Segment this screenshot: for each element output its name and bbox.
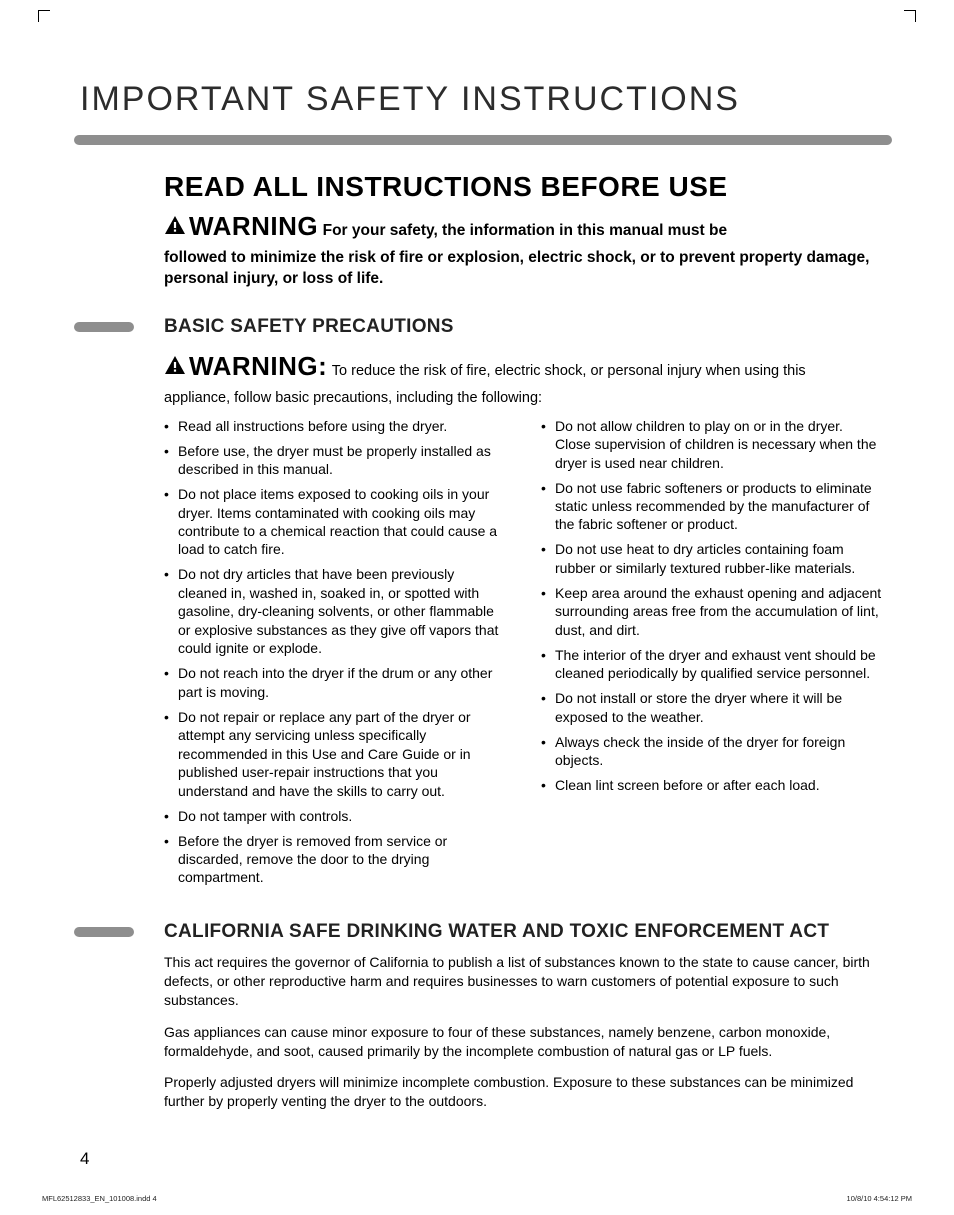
crop-mark-tl [38, 10, 50, 22]
ca-paragraph: This act requires the governor of Califo… [164, 953, 882, 1010]
list-item: Before use, the dryer must be properly i… [164, 442, 505, 479]
warning-intro-2a: To reduce the risk of fire, electric sho… [332, 363, 806, 379]
crop-mark-tr [904, 10, 916, 22]
bullet-list-right: Do not allow children to play on or in t… [541, 417, 882, 795]
list-item: Do not dry articles that have been previ… [164, 565, 505, 657]
warning-label-2: WARNING: [189, 351, 327, 381]
list-item: Keep area around the exhaust opening and… [541, 584, 882, 639]
ca-paragraph: Properly adjusted dryers will minimize i… [164, 1073, 882, 1111]
section-header-1: BASIC SAFETY PRECAUTIONS [80, 316, 882, 338]
list-item: Read all instructions before using the d… [164, 417, 505, 435]
section-pill-1 [74, 322, 134, 332]
warning-text-1-first: For your safety, the information in this… [323, 222, 727, 239]
footer-file-name: MFL62512833_EN_101008.indd 4 [42, 1194, 157, 1203]
warning-triangle-icon-2 [164, 355, 186, 382]
list-item: Do not repair or replace any part of the… [164, 708, 505, 800]
warning-triangle-icon [164, 215, 186, 242]
section-header-2: CALIFORNIA SAFE DRINKING WATER AND TOXIC… [80, 921, 882, 943]
warning-label-1: WARNING [189, 211, 318, 241]
read-all-heading: READ ALL INSTRUCTIONS BEFORE USE [164, 171, 882, 203]
warning-block-1: WARNING For your safety, the information… [164, 209, 882, 244]
list-item: Do not place items exposed to cooking oi… [164, 485, 505, 559]
section-title-2: CALIFORNIA SAFE DRINKING WATER AND TOXIC… [164, 921, 829, 943]
section-pill-2 [74, 927, 134, 937]
list-item: Do not install or store the dryer where … [541, 689, 882, 726]
footer-timestamp: 10/8/10 4:54:12 PM [847, 1194, 912, 1203]
list-item: Do not use heat to dry articles containi… [541, 540, 882, 577]
bullet-columns: Read all instructions before using the d… [164, 417, 882, 894]
bullet-col-right: Do not allow children to play on or in t… [541, 417, 882, 894]
list-item: Always check the inside of the dryer for… [541, 733, 882, 770]
list-item: Do not reach into the dryer if the drum … [164, 664, 505, 701]
list-item: Do not allow children to play on or in t… [541, 417, 882, 472]
page-container: IMPORTANT SAFETY INSTRUCTIONS READ ALL I… [0, 0, 954, 1111]
list-item: Before the dryer is removed from service… [164, 832, 505, 887]
warning-block-2: WARNING: To reduce the risk of fire, ele… [164, 348, 882, 384]
content-area: READ ALL INSTRUCTIONS BEFORE USE WARNING… [80, 171, 904, 1111]
title-rule [74, 135, 892, 145]
page-number: 4 [80, 1149, 89, 1169]
bullet-col-left: Read all instructions before using the d… [164, 417, 505, 894]
warning-intro-2b: appliance, follow basic precautions, inc… [164, 388, 882, 408]
warning-text-1-rest: followed to minimize the risk of fire or… [164, 248, 882, 290]
ca-paragraph: Gas appliances can cause minor exposure … [164, 1023, 882, 1061]
list-item: Do not use fabric softeners or products … [541, 479, 882, 534]
bullet-list-left: Read all instructions before using the d… [164, 417, 505, 887]
list-item: Clean lint screen before or after each l… [541, 776, 882, 794]
list-item: The interior of the dryer and exhaust ve… [541, 646, 882, 683]
main-title: IMPORTANT SAFETY INSTRUCTIONS [80, 80, 904, 119]
list-item: Do not tamper with controls. [164, 807, 505, 825]
section-title-1: BASIC SAFETY PRECAUTIONS [164, 316, 454, 338]
california-body: This act requires the governor of Califo… [164, 953, 882, 1110]
